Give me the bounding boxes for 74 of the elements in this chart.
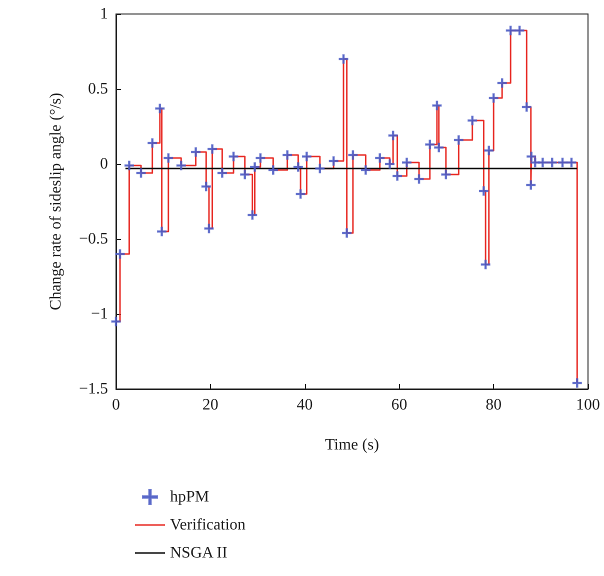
point: [115, 249, 125, 259]
point: [157, 226, 167, 236]
point: [204, 224, 214, 234]
point: [572, 378, 582, 388]
point: [164, 153, 174, 163]
x-tick-label: 0: [112, 396, 120, 414]
point: [201, 182, 211, 192]
point: [432, 100, 442, 110]
y-axis-title: Change rate of sideslip angle (°/s): [48, 92, 64, 310]
point: [148, 138, 158, 148]
point: [522, 102, 532, 112]
point: [228, 152, 238, 162]
point: [425, 140, 435, 150]
point: [506, 26, 516, 36]
point: [315, 164, 325, 174]
point: [155, 104, 165, 114]
point: [360, 165, 370, 175]
point: [348, 150, 358, 160]
y-tick-label: −0.5: [78, 230, 108, 248]
point: [191, 147, 201, 157]
point: [111, 316, 121, 326]
y-tick-label: 0: [100, 156, 108, 172]
point: [434, 142, 444, 152]
point: [514, 26, 524, 36]
point: [530, 158, 540, 168]
point: [302, 152, 312, 162]
point: [538, 158, 548, 168]
point: [497, 78, 507, 88]
point: [402, 158, 412, 168]
point: [388, 130, 398, 140]
point: [526, 152, 536, 162]
y-tick-label: 0.5: [88, 80, 108, 98]
point: [392, 171, 402, 181]
point: [478, 186, 488, 196]
point: [256, 153, 266, 163]
point: [454, 135, 464, 145]
point: [240, 170, 250, 180]
y-tick-label: 1: [100, 6, 108, 22]
point: [296, 189, 306, 199]
point: [484, 146, 494, 156]
point: [124, 160, 134, 170]
point: [342, 228, 352, 238]
point: [526, 180, 536, 190]
point: [268, 165, 278, 175]
point: [468, 116, 478, 126]
x-tick-label: 40: [296, 396, 313, 414]
point: [480, 260, 490, 270]
point: [282, 150, 292, 160]
point: [293, 162, 303, 172]
point: [136, 168, 146, 178]
point: [328, 156, 338, 166]
point: [566, 158, 576, 168]
point: [217, 168, 227, 178]
x-tick-label: 20: [202, 396, 218, 414]
point: [250, 162, 260, 172]
point: [385, 159, 395, 169]
y-tick-label: −1: [90, 306, 108, 322]
legend-label: NSGA II: [170, 544, 228, 562]
legend-label: hpPM: [170, 488, 210, 506]
legend-label: Verification: [170, 516, 246, 534]
point: [488, 93, 498, 103]
point: [248, 210, 258, 220]
point: [375, 153, 385, 163]
point: [441, 170, 451, 180]
x-tick-label: 100: [576, 396, 600, 414]
point: [414, 174, 424, 184]
x-axis-title: Time (s): [324, 436, 380, 454]
point: [338, 54, 348, 64]
y-tick-label: −1.5: [78, 380, 108, 398]
point: [547, 158, 557, 168]
point: [176, 160, 186, 170]
x-tick-label: 60: [391, 396, 408, 414]
point: [208, 144, 218, 154]
x-tick-label: 80: [486, 396, 502, 414]
